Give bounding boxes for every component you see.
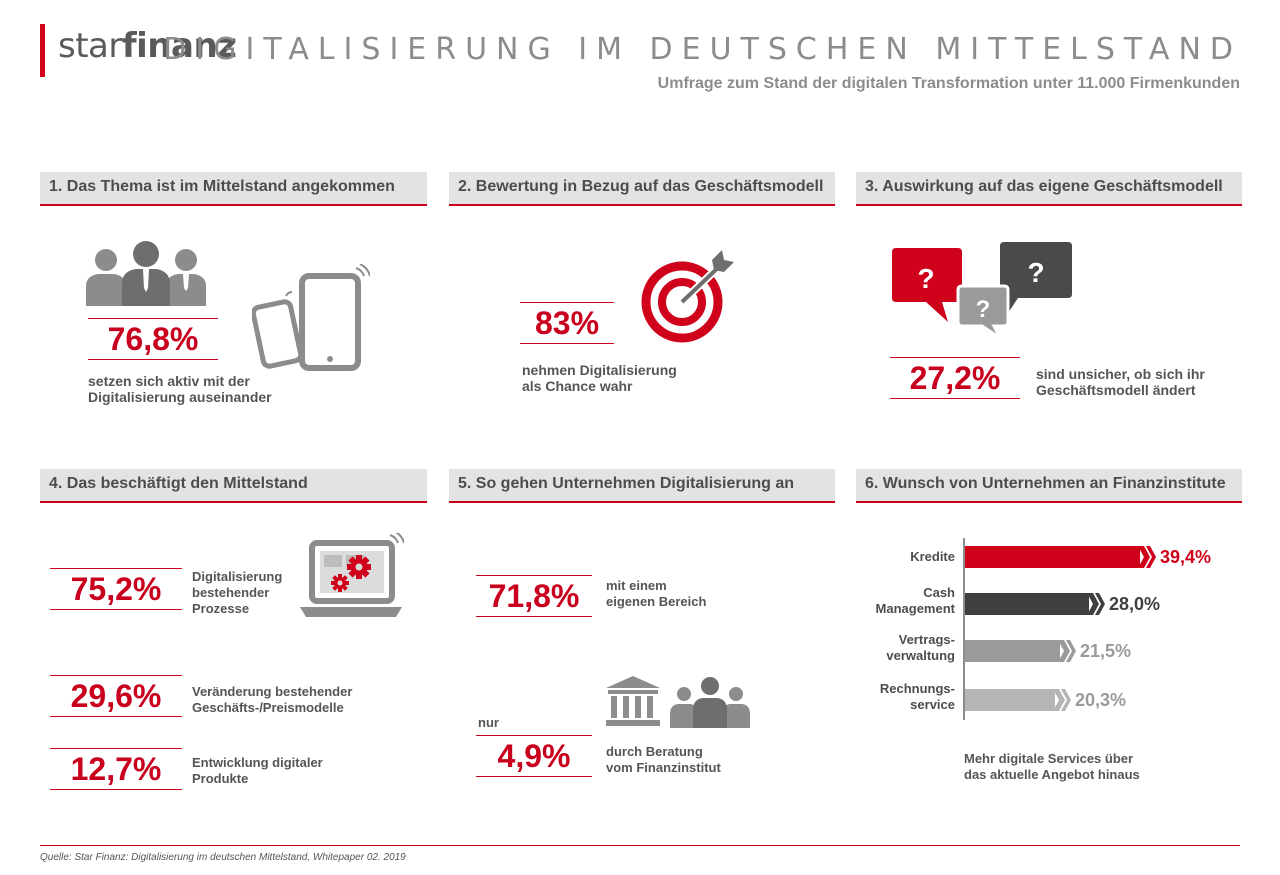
- section-2-title: 2. Bewertung in Bezug auf das Geschäftsm…: [458, 178, 824, 195]
- stat-section-4-c: 12,7%: [50, 748, 182, 790]
- desc-line: sind unsicher, ob sich ihr: [1036, 366, 1205, 382]
- bar-label-line: Rechnungs-: [879, 681, 955, 696]
- stat-section-5-a: 71,8%: [476, 575, 592, 617]
- stat-section-3: 27,2%: [890, 357, 1020, 399]
- logo-bar: [40, 24, 45, 77]
- bar-label-line: Management: [875, 601, 955, 616]
- section-4-title: 4. Das beschäftigt den Mittelstand: [49, 475, 308, 492]
- desc-line: eigenen Bereich: [606, 594, 707, 609]
- stat-section-2: 83%: [520, 302, 614, 344]
- people-icon: [86, 241, 206, 306]
- footer-divider: [40, 845, 1240, 846]
- bank-advisors-icon: [606, 676, 750, 728]
- section-6-header: 6. Wunsch von Unternehmen an Finanzinsti…: [856, 469, 1242, 503]
- desc-section-2: nehmen Digitalisierung als Chance wahr: [522, 362, 677, 394]
- bar-category-label: Cash Management: [845, 585, 955, 617]
- desc-line: Entwicklung digitaler: [192, 755, 323, 770]
- section-6-title: 6. Wunsch von Unternehmen an Finanzinsti…: [865, 475, 1226, 492]
- section-3-title: 3. Auswirkung auf das eigene Geschäftsmo…: [865, 178, 1223, 195]
- desc-line: das aktuelle Angebot hinaus: [964, 767, 1140, 782]
- bar-chevron-icon: [1053, 689, 1071, 711]
- desc-line: vom Finanzinstitut: [606, 760, 721, 775]
- desc-section-4-c: Entwicklung digitaler Produkte: [192, 755, 323, 787]
- bar-chevron-icon: [1087, 593, 1105, 615]
- bar-axis: [963, 538, 965, 720]
- page-subtitle: Umfrage zum Stand der digitalen Transfor…: [657, 75, 1240, 92]
- desc-line: Produkte: [192, 771, 249, 786]
- desc-line: Digitalisierung auseinander: [88, 389, 272, 405]
- bar-value-label: 21,5%: [1080, 641, 1132, 661]
- desc-line: Veränderung bestehender: [192, 684, 353, 699]
- svg-text:?: ?: [917, 263, 934, 294]
- bar-3: [965, 640, 1060, 662]
- section-1-title: 1. Das Thema ist im Mittelstand angekomm…: [49, 178, 395, 195]
- desc-section-4-b: Veränderung bestehender Geschäfts-/Preis…: [192, 684, 352, 716]
- section-2-header: 2. Bewertung in Bezug auf das Geschäftsm…: [449, 172, 835, 206]
- bar-1: [965, 546, 1140, 568]
- desc-line: nehmen Digitalisierung: [522, 362, 677, 378]
- bar-label-line: Cash: [923, 585, 955, 600]
- bar-2: [965, 593, 1089, 615]
- desc-line: mit einem: [606, 578, 667, 593]
- logo: starfinanz: [58, 26, 237, 66]
- logo-bold: finanz: [121, 26, 237, 66]
- desc-line: Mehr digitale Services über: [964, 751, 1134, 766]
- question-bubbles-icon: ? ? ?: [892, 242, 1072, 342]
- desc-line: Digitalisierung: [192, 569, 283, 584]
- bar-value-label: 39,4%: [1160, 547, 1212, 567]
- logo-light: star: [58, 26, 122, 66]
- desc-section-1: setzen sich aktiv mit der Digitalisierun…: [88, 373, 272, 405]
- bar-chevron-icon: [1138, 546, 1156, 568]
- desc-line: Prozesse: [192, 601, 250, 616]
- bar-chevron-icon: [1058, 640, 1076, 662]
- section-5-header: 5. So gehen Unternehmen Digitalisierung …: [449, 469, 835, 503]
- section-5-title: 5. So gehen Unternehmen Digitalisierung …: [458, 475, 795, 492]
- svg-text:?: ?: [1027, 257, 1044, 288]
- page-title: DIGITALISIERUNG IM DEUTSCHEN MITTELSTAND: [163, 32, 1242, 67]
- prefix-section-5-b: nur: [478, 715, 499, 730]
- bar-category-label: Vertrags-verwaltung: [845, 632, 955, 664]
- stat-section-4-b: 29,6%: [50, 675, 182, 717]
- stat-section-5-b: 4,9%: [476, 735, 592, 777]
- desc-line: als Chance wahr: [522, 378, 633, 394]
- bar-label-line: Vertrags-: [898, 632, 955, 647]
- desc-section-5-b: durch Beratung vom Finanzinstitut: [606, 744, 721, 776]
- bar-4: [965, 689, 1055, 711]
- bar-category-label: Kredite: [845, 549, 955, 565]
- bar-value-label: 20,3%: [1075, 690, 1127, 710]
- desc-line: Geschäfts-/Preismodelle: [192, 700, 344, 715]
- desc-line: Geschäftsmodell ändert: [1036, 382, 1196, 398]
- desc-section-5-a: mit einem eigenen Bereich: [606, 578, 706, 610]
- bar-label-line: verwaltung: [886, 648, 955, 663]
- mobile-devices-icon: [252, 264, 370, 371]
- desc-line: setzen sich aktiv mit der: [88, 373, 250, 389]
- stat-section-1: 76,8%: [88, 318, 218, 360]
- svg-text:?: ?: [976, 296, 991, 323]
- source-note: Quelle: Star Finanz: Digitalisierung im …: [40, 852, 406, 863]
- bar-label-line: Kredite: [910, 549, 955, 564]
- target-icon: [641, 250, 734, 343]
- desc-line: durch Beratung: [606, 744, 703, 759]
- note-section-6: Mehr digitale Services über das aktuelle…: [964, 751, 1140, 783]
- laptop-gears-icon: [300, 533, 404, 617]
- desc-line: bestehender: [192, 585, 270, 600]
- bar-label-line: service: [910, 697, 955, 712]
- desc-section-3: sind unsicher, ob sich ihr Geschäftsmode…: [1036, 366, 1205, 398]
- stat-section-4-a: 75,2%: [50, 568, 182, 610]
- desc-section-4-a: Digitalisierung bestehender Prozesse: [192, 569, 282, 617]
- section-3-header: 3. Auswirkung auf das eigene Geschäftsmo…: [856, 172, 1242, 206]
- section-1-header: 1. Das Thema ist im Mittelstand angekomm…: [40, 172, 427, 206]
- bar-category-label: Rechnungs-service: [845, 681, 955, 713]
- bar-value-label: 28,0%: [1109, 594, 1161, 614]
- section-4-header: 4. Das beschäftigt den Mittelstand: [40, 469, 427, 503]
